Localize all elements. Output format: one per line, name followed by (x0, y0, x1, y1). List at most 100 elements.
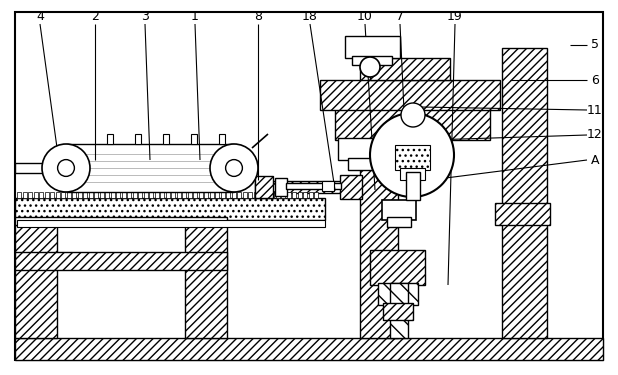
Bar (166, 192, 169, 198)
Circle shape (370, 113, 454, 197)
Bar (116, 192, 120, 198)
Bar (255, 176, 273, 198)
Bar (132, 192, 137, 198)
Bar (259, 192, 263, 198)
Circle shape (210, 144, 258, 192)
Bar (383, 303, 413, 320)
Bar (232, 192, 235, 198)
Bar (193, 192, 197, 198)
Bar (99, 192, 103, 198)
Text: 11: 11 (587, 104, 603, 117)
Bar (338, 138, 398, 160)
Bar (191, 134, 197, 144)
Bar (226, 192, 230, 198)
Bar (185, 220, 227, 338)
Bar (15, 338, 603, 360)
Bar (204, 192, 208, 198)
Bar (237, 192, 241, 198)
Bar (160, 192, 164, 198)
Bar (248, 192, 252, 198)
Bar (270, 192, 274, 198)
Bar (50, 192, 54, 198)
Bar (335, 108, 490, 140)
Bar (107, 134, 113, 144)
Bar (502, 48, 547, 338)
Bar (94, 192, 98, 198)
Bar (33, 192, 38, 198)
Bar (182, 192, 186, 198)
Text: A: A (591, 153, 599, 166)
Bar (88, 192, 93, 198)
Bar (15, 217, 227, 225)
Text: 6: 6 (591, 74, 599, 87)
Bar (378, 283, 418, 305)
Bar (198, 192, 203, 198)
Bar (138, 192, 142, 198)
Bar (303, 192, 307, 198)
Bar (308, 192, 313, 198)
Bar (177, 192, 180, 198)
Text: 12: 12 (587, 129, 603, 141)
Circle shape (226, 160, 242, 176)
Bar (345, 36, 400, 58)
Bar (163, 134, 169, 144)
Bar (149, 192, 153, 198)
Text: 18: 18 (302, 10, 318, 24)
Bar (219, 134, 225, 144)
Bar (122, 192, 125, 198)
Bar (281, 192, 285, 198)
Bar (210, 192, 213, 198)
Text: 10: 10 (357, 10, 373, 24)
Text: 5: 5 (591, 39, 599, 51)
Bar (406, 172, 420, 200)
Circle shape (42, 144, 90, 192)
Text: 19: 19 (447, 10, 463, 24)
Bar (221, 192, 224, 198)
Bar (314, 192, 318, 198)
Text: 4: 4 (36, 10, 44, 24)
Bar (320, 80, 500, 110)
Bar (322, 181, 334, 191)
Bar (17, 220, 325, 227)
Bar (83, 192, 87, 198)
Bar (382, 200, 416, 220)
Bar (56, 192, 59, 198)
Bar (275, 178, 287, 196)
Bar (242, 192, 247, 198)
Bar (276, 192, 279, 198)
Bar (395, 145, 430, 170)
Bar (390, 283, 408, 338)
Bar (387, 217, 411, 227)
Bar (135, 134, 141, 144)
Text: 3: 3 (141, 10, 149, 24)
Bar (352, 56, 392, 65)
Bar (215, 192, 219, 198)
Bar (17, 192, 21, 198)
Bar (171, 192, 175, 198)
Bar (105, 192, 109, 198)
Bar (72, 192, 76, 198)
Bar (287, 192, 290, 198)
Bar (360, 48, 398, 338)
Bar (265, 192, 268, 198)
Bar (348, 158, 388, 170)
Bar (22, 192, 27, 198)
Bar (15, 252, 227, 270)
Bar (39, 192, 43, 198)
Text: 2: 2 (91, 10, 99, 24)
Bar (67, 192, 70, 198)
Bar (77, 192, 82, 198)
Bar (143, 192, 148, 198)
Circle shape (360, 57, 380, 77)
Bar (400, 168, 425, 180)
Circle shape (401, 103, 425, 127)
Bar (370, 58, 450, 80)
Bar (187, 192, 192, 198)
Bar (61, 192, 65, 198)
Text: 8: 8 (254, 10, 262, 24)
Bar (253, 192, 258, 198)
Bar (154, 192, 158, 198)
Bar (495, 203, 550, 225)
Bar (44, 192, 48, 198)
Bar (15, 220, 57, 338)
